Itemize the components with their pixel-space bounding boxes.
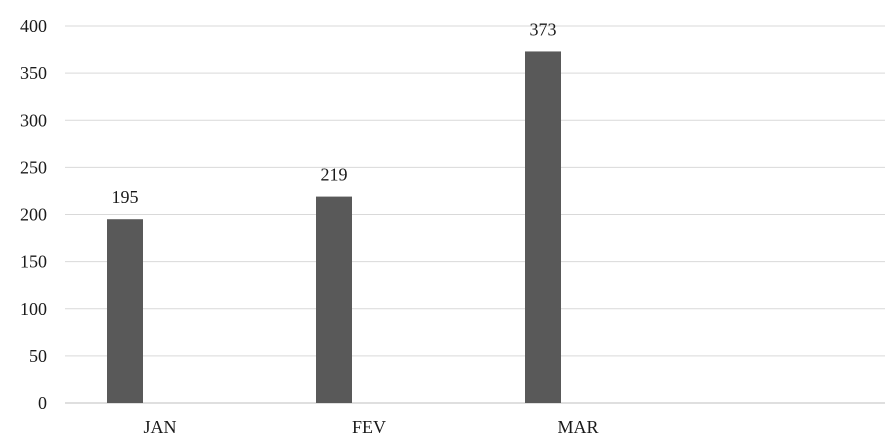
y-tick-label: 250 [20,157,47,177]
y-tick-label: 300 [20,110,47,130]
bar-jan [107,219,143,403]
gridlines [65,25,885,404]
data-label-jan: 195 [112,187,139,207]
y-axis-tick-labels: 0 50 100 150 200 250 300 350 400 [20,16,47,413]
y-tick-label: 150 [20,252,47,272]
y-tick-label: 0 [38,393,47,413]
y-tick-label: 200 [20,205,47,225]
y-tick-label: 100 [20,299,47,319]
bar-mar [525,51,561,403]
bars [107,51,561,403]
data-label-fev: 219 [321,165,348,185]
x-axis-category-labels: JAN FEV MAR [143,417,598,437]
y-tick-label: 350 [20,63,47,83]
data-labels: 195 219 373 [112,19,557,207]
category-label-jan: JAN [143,417,176,437]
category-label-mar: MAR [557,417,598,437]
category-label-fev: FEV [352,417,386,437]
y-tick-label: 50 [29,346,47,366]
bar-fev [316,196,352,403]
y-tick-label: 400 [20,16,47,36]
data-label-mar: 373 [530,19,557,39]
